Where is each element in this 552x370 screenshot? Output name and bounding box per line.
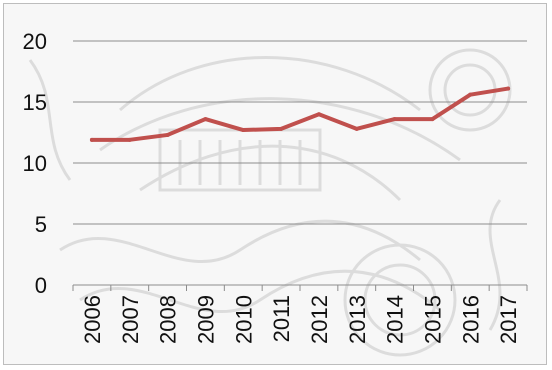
data-point (241, 128, 246, 133)
data-point (354, 126, 359, 131)
x-tick-label: 2012 (307, 295, 332, 344)
y-tick-label: 0 (35, 273, 47, 298)
y-tick-label: 15 (23, 90, 47, 115)
x-tick-label: 2016 (458, 295, 483, 344)
x-tick-label: 2010 (231, 295, 256, 344)
x-tick-label: 2013 (345, 295, 370, 344)
background-pattern (28, 48, 512, 357)
data-point (430, 117, 435, 122)
x-tick-label: 2009 (193, 295, 218, 344)
y-tick-label: 10 (23, 151, 47, 176)
x-tick-label: 2011 (269, 295, 294, 342)
x-tick-label: 2015 (420, 295, 445, 344)
series-layer (89, 86, 511, 142)
x-axis-tick-labels: 2006 2007 2008 2009 2010 2011 2012 2013 2014 2015… (80, 295, 521, 344)
data-point (279, 126, 284, 131)
y-axis-tick-labels: 0 5 10 15 20 (23, 29, 47, 298)
x-tick-label: 2008 (156, 295, 181, 344)
chart-frame (3, 3, 547, 365)
gridlines (73, 40, 527, 225)
data-point (468, 92, 473, 97)
data-point (203, 117, 208, 122)
data-point (316, 112, 321, 117)
data-point (127, 137, 132, 142)
data-point (506, 86, 511, 91)
x-tick-label: 2006 (80, 295, 105, 344)
y-tick-label: 5 (35, 212, 47, 237)
x-tick-label: 2017 (496, 295, 521, 344)
y-tick-label: 20 (23, 29, 47, 54)
series-line (89, 86, 511, 142)
x-tick-label: 2014 (383, 295, 408, 344)
data-point (165, 132, 170, 137)
data-point (392, 117, 397, 122)
data-point (89, 137, 94, 142)
x-axis (72, 284, 528, 291)
x-tick-label: 2007 (118, 295, 143, 344)
